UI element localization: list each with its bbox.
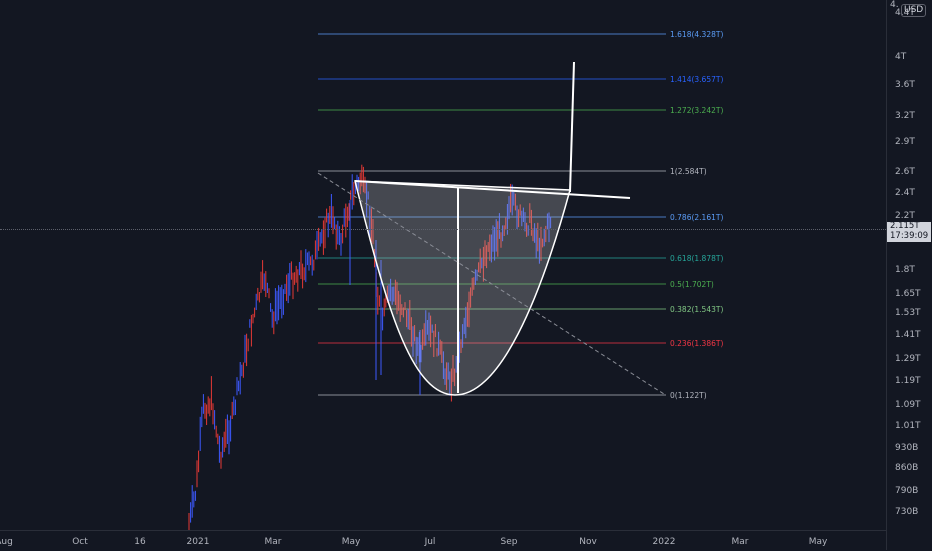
current-price-value: 2.115T [890, 221, 920, 231]
price-axis-label: 1.09T [895, 400, 921, 410]
currency-badge[interactable]: USD [901, 4, 927, 17]
fib-level-label: 1.618(4.328T) [670, 30, 723, 39]
price-axis-label: 2.2T [895, 211, 915, 221]
time-axis-label: 2021 [186, 537, 210, 547]
time-axis-label: 2022 [652, 537, 676, 547]
price-axis-label: 2.4T [895, 188, 915, 198]
cup-rim-line[interactable] [354, 180, 631, 199]
price-axis-top-label: 4. [890, 0, 899, 10]
price-axis-label: 1.53T [895, 308, 921, 318]
price-axis-label: 2.6T [895, 167, 915, 177]
price-axis-label: 3.6T [895, 80, 915, 90]
time-axis-label: Aug [0, 537, 13, 547]
price-axis-label: 1.01T [895, 421, 921, 431]
price-axis[interactable]: 4.4T4T3.6T3.2T2.9T2.6T2.4T2.2T2T1.8T1.65… [886, 0, 932, 550]
fib-level-label: 1.272(3.242T) [670, 106, 723, 115]
price-axis-label: 2.9T [895, 137, 915, 147]
price-axis-label: 1.65T [895, 289, 921, 299]
fib-level-label: 0.382(1.543T) [670, 305, 723, 314]
price-axis-label: 3.2T [895, 111, 915, 121]
time-axis-label: Nov [579, 537, 597, 547]
time-axis-label: Oct [72, 537, 88, 547]
current-price-line [0, 229, 886, 230]
price-axis-label: 1.19T [895, 376, 921, 386]
chart-canvas[interactable]: 1.618(4.328T) 1.414(3.657T) 1.272(3.242T) 1… [0, 0, 886, 537]
fib-level-label: 0(1.122T) [670, 391, 707, 400]
time-axis[interactable]: Aug Oct 16 2021 Mar May Jul Sep Nov 2022 Mar May [0, 530, 886, 551]
fibonacci-retracement[interactable]: 1.618(4.328T) 1.414(3.657T) 1.272(3.242T) 1… [318, 30, 723, 400]
price-axis-label: 1.29T [895, 354, 921, 364]
price-axis-label: 930B [895, 443, 919, 453]
fib-level-label: 1.414(3.657T) [670, 75, 723, 84]
price-axis-label: 790B [895, 486, 919, 496]
target-projection-line[interactable] [569, 61, 575, 193]
time-axis-label: Mar [731, 537, 749, 547]
price-axis-label: 4.4T [895, 8, 915, 18]
time-axis-label: 16 [134, 537, 146, 547]
descending-trendline[interactable] [317, 172, 665, 395]
price-axis-label: 730B [895, 507, 919, 517]
time-axis-label: Mar [264, 537, 282, 547]
price-axis-label: 860B [895, 463, 919, 473]
time-axis-label: May [341, 537, 361, 547]
fib-level-label: 0.236(1.386T) [670, 339, 723, 348]
price-axis-label: 1.8T [895, 265, 915, 275]
drawings[interactable] [317, 61, 665, 396]
fib-level-label: 0.786(2.161T) [670, 213, 723, 222]
bar-countdown: 17:39:09 [890, 230, 929, 241]
time-axis-label: Sep [500, 537, 518, 547]
time-axis-label: May [808, 537, 828, 547]
current-price-badge: 2.115T 17:39:09 [887, 221, 931, 242]
price-axis-label: 4T [895, 52, 907, 62]
cup-shape[interactable] [354, 180, 571, 396]
chart-area[interactable]: 1.618(4.328T) 1.414(3.657T) 1.272(3.242T) 1… [0, 0, 886, 537]
fib-level-label: 1(2.584T) [670, 167, 707, 176]
fib-level-label: 0.5(1.702T) [670, 280, 714, 289]
price-axis-label: 1.41T [895, 330, 921, 340]
fib-level-label: 0.618(1.878T) [670, 254, 723, 263]
time-axis-label: Jul [424, 537, 436, 547]
